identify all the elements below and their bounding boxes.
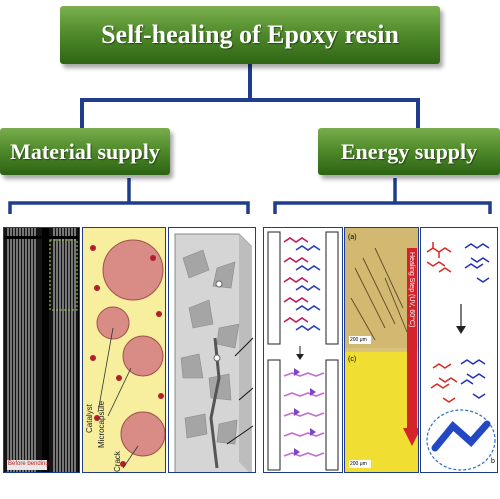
crack-slab-panel — [168, 227, 256, 473]
molecular-chain-diagram — [267, 231, 339, 471]
material-supply-box: Material supply — [0, 128, 170, 175]
sem-image — [4, 228, 79, 472]
molecular-network-diagram — [426, 242, 496, 471]
connector-lines — [8, 62, 492, 214]
label-b: b — [491, 458, 495, 465]
catalyst-particle — [90, 355, 96, 361]
healing-step-label: Healing Step (UV, 60°C) — [408, 252, 415, 328]
scale-bar-c: 200 μm — [350, 461, 367, 467]
crack-label: Crack — [113, 451, 122, 472]
microcapsule — [120, 411, 165, 457]
energy-bracket — [273, 201, 492, 214]
micrograph-images — [345, 228, 418, 472]
catalyst-particle — [158, 393, 164, 399]
label-c: (c) — [348, 356, 357, 363]
microcapsule-panel: Catalyst Microcapsule Crack — [82, 227, 166, 473]
microcapsule — [96, 306, 130, 340]
microcapsule — [122, 335, 164, 377]
bending-label: Before bending — [8, 461, 49, 467]
title-text: Self-healing of Epoxy resin — [101, 20, 399, 49]
catalyst-particle — [156, 311, 162, 317]
catalyst-label: Catalyst — [85, 404, 94, 433]
energy-supply-label: Energy supply — [340, 138, 478, 164]
microcapsule-label: Microcapsule — [97, 400, 106, 448]
label-a: (a) — [348, 234, 357, 241]
material-bracket — [8, 201, 250, 214]
molecular-chain-panel — [263, 227, 343, 473]
scale-bar-a: 200 μm — [350, 337, 367, 343]
catalyst-particle — [90, 245, 96, 251]
catalyst-particle — [116, 375, 122, 381]
crack-slab-diagram — [174, 233, 254, 472]
microcapsule — [102, 239, 164, 301]
catalyst-particle — [94, 415, 100, 421]
title-box: Self-healing of Epoxy resin — [60, 6, 440, 64]
sem-image-panel: Before bending — [3, 227, 80, 473]
material-supply-label: Material supply — [10, 138, 160, 164]
energy-supply-box: Energy supply — [318, 128, 500, 175]
microcapsule-diagram — [90, 239, 165, 469]
molecular-network-panel: b — [420, 227, 498, 473]
catalyst-particle — [150, 255, 156, 261]
catalyst-particle — [94, 285, 100, 291]
micrograph-panel: (a) (c) 200 μm 200 μm Healing Step (UV, … — [344, 227, 419, 473]
